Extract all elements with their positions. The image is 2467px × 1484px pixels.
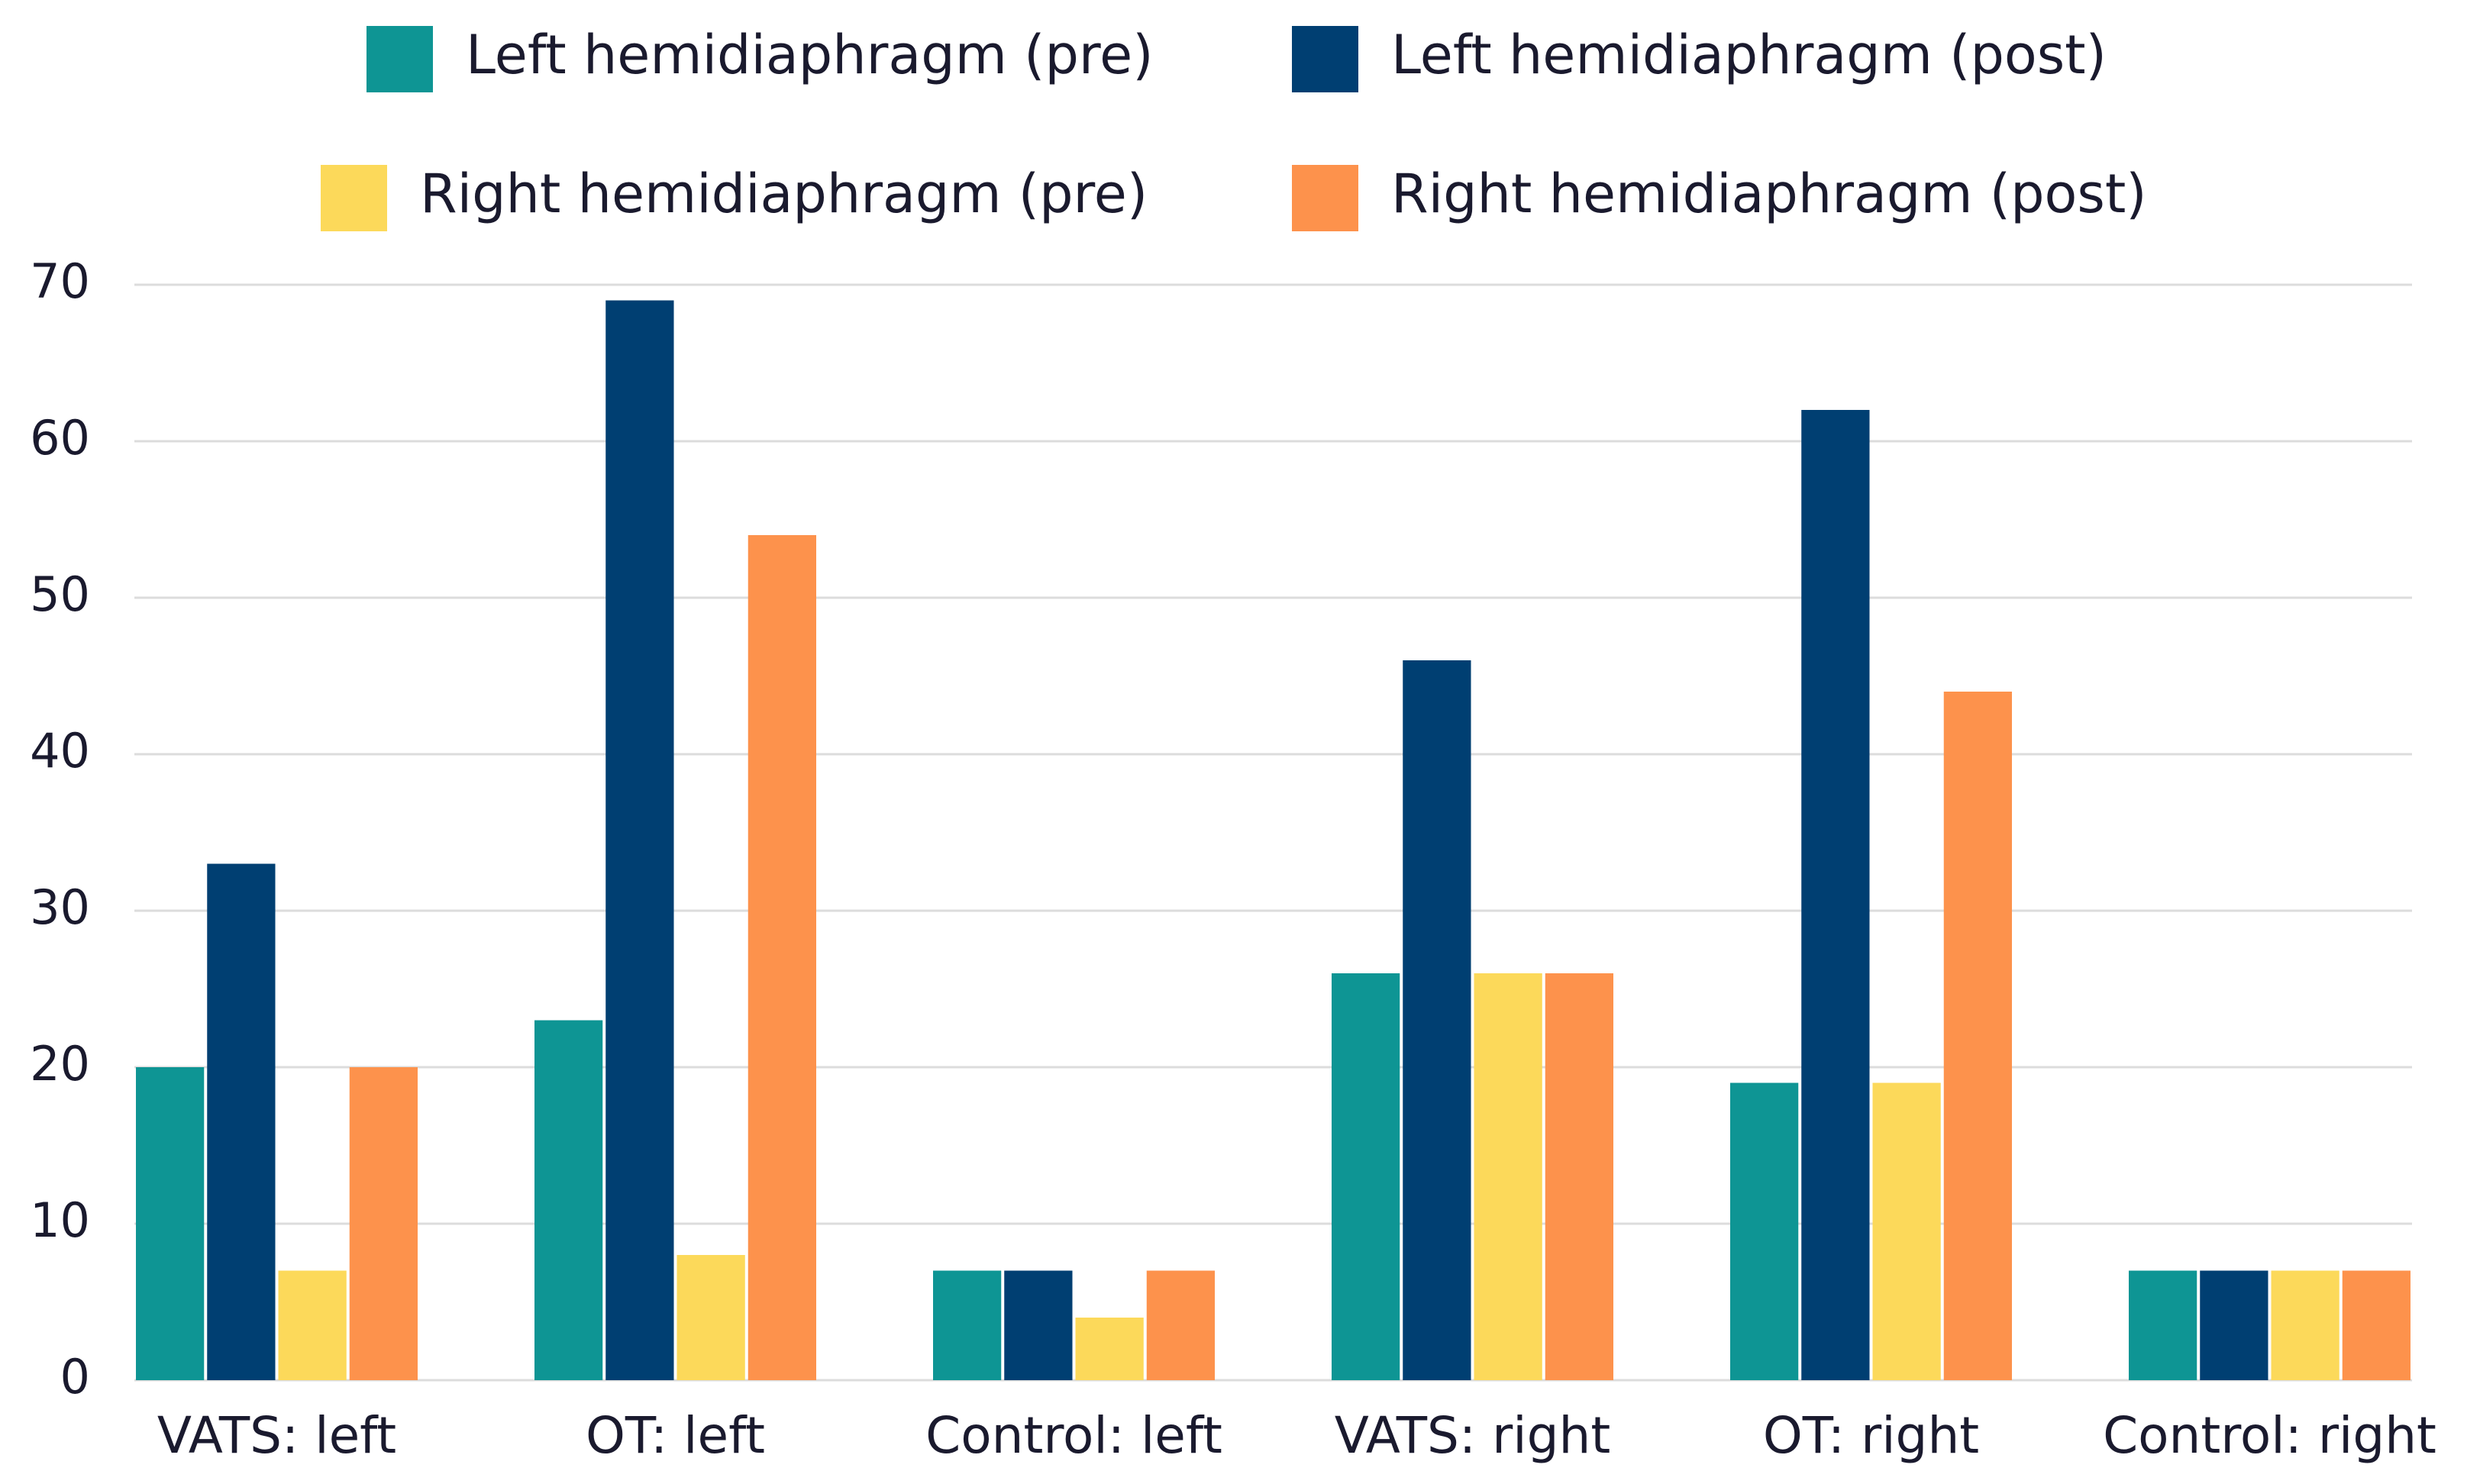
x-tick-label: VATS: left bbox=[157, 1406, 396, 1465]
x-tick-label: VATS: right bbox=[1335, 1406, 1610, 1465]
y-tick-label: 20 bbox=[30, 1036, 90, 1092]
legend-swatch bbox=[1292, 165, 1358, 231]
y-tick-label: 50 bbox=[30, 566, 90, 622]
bar bbox=[933, 1270, 1002, 1380]
bar bbox=[1474, 973, 1542, 1380]
bar bbox=[605, 300, 674, 1380]
x-tick-label: Control: left bbox=[925, 1406, 1222, 1465]
y-tick-label: 60 bbox=[30, 410, 90, 466]
bar bbox=[1730, 1082, 1799, 1380]
bar bbox=[676, 1255, 745, 1380]
y-tick-label: 40 bbox=[30, 723, 90, 779]
bar bbox=[2271, 1270, 2339, 1380]
y-tick-label: 0 bbox=[60, 1349, 90, 1405]
legend-swatch bbox=[321, 165, 387, 231]
bar bbox=[1872, 1082, 1941, 1380]
legend-label: Right hemidiaphragm (pre) bbox=[420, 163, 1148, 225]
legend-label: Left hemidiaphragm (pre) bbox=[466, 24, 1154, 86]
x-tick-label: Control: right bbox=[2103, 1406, 2436, 1465]
bar bbox=[278, 1270, 347, 1380]
bar bbox=[1146, 1270, 1215, 1380]
bar bbox=[2129, 1270, 2197, 1380]
bar bbox=[1403, 660, 1471, 1380]
bar bbox=[136, 1067, 205, 1380]
bar bbox=[1943, 692, 2012, 1380]
legend-swatch bbox=[1292, 26, 1358, 92]
legend-label: Right hemidiaphragm (post) bbox=[1391, 163, 2147, 225]
bar bbox=[2200, 1270, 2268, 1380]
x-tick-label: OT: left bbox=[586, 1406, 765, 1465]
bar bbox=[349, 1067, 418, 1380]
bar bbox=[1332, 973, 1400, 1380]
x-tick-label: OT: right bbox=[1763, 1406, 1979, 1465]
y-tick-label: 30 bbox=[30, 879, 90, 935]
bar bbox=[1801, 410, 1870, 1380]
bar bbox=[2342, 1270, 2410, 1380]
bar bbox=[1545, 973, 1613, 1380]
bar bbox=[1004, 1270, 1073, 1380]
bar bbox=[207, 863, 276, 1380]
y-tick-label: 70 bbox=[30, 253, 90, 309]
bar bbox=[1075, 1318, 1144, 1380]
bar bbox=[534, 1020, 603, 1380]
legend-swatch bbox=[366, 26, 433, 92]
legend-label: Left hemidiaphragm (post) bbox=[1391, 24, 2107, 86]
bar bbox=[748, 535, 816, 1380]
y-tick-label: 10 bbox=[30, 1192, 90, 1248]
